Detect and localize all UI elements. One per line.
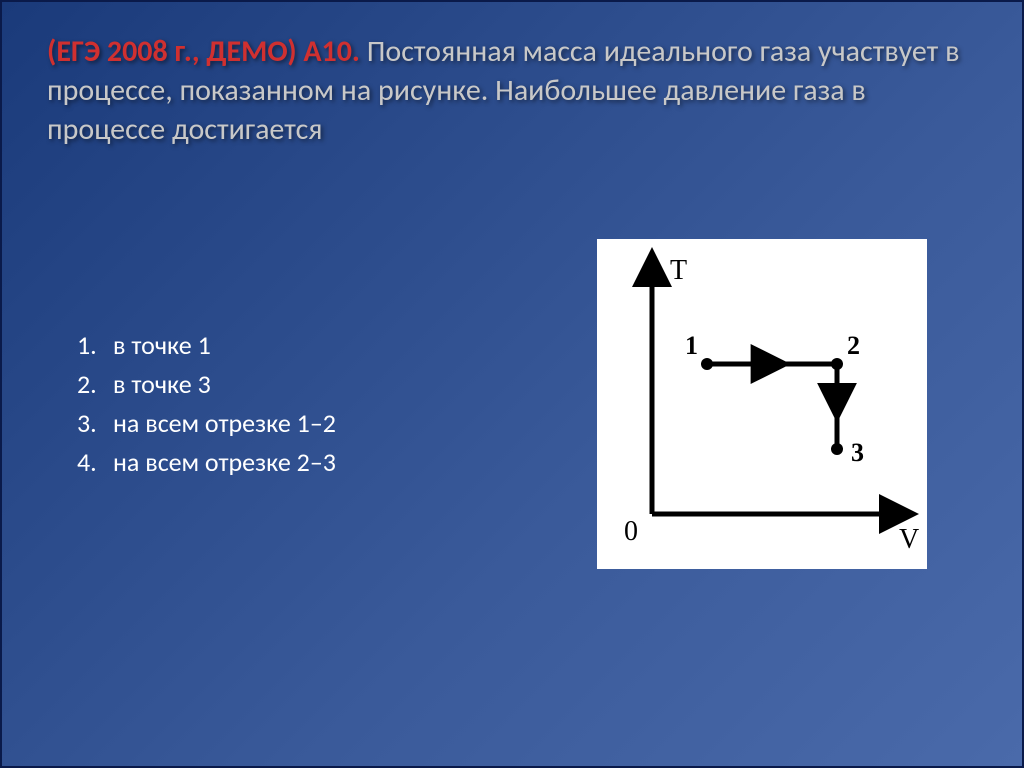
- option-number: 2.: [77, 365, 113, 404]
- tv-graph: T V 0 1 2 3: [597, 239, 927, 569]
- option-text: в точке 1: [113, 326, 211, 365]
- option-text: в точке 3: [113, 365, 211, 404]
- slide: (ЕГЭ 2008 г., ДЕМО) А10. Постоянная масс…: [2, 2, 1022, 766]
- svg-text:3: 3: [851, 438, 864, 467]
- answer-options: 1. в точке 1 2. в точке 3 3. на всем отр…: [77, 326, 336, 482]
- option-text: на всем отрезке 1–2: [113, 404, 336, 443]
- svg-text:V: V: [899, 524, 919, 555]
- content-row: 1. в точке 1 2. в точке 3 3. на всем отр…: [47, 239, 977, 569]
- answer-list: 1. в точке 1 2. в точке 3 3. на всем отр…: [77, 326, 336, 482]
- option-number: 1.: [77, 326, 113, 365]
- list-item: 3. на всем отрезке 1–2: [77, 404, 336, 443]
- question-title: (ЕГЭ 2008 г., ДЕМО) А10. Постоянная масс…: [47, 32, 977, 149]
- option-text: на всем отрезке 2–3: [113, 443, 336, 482]
- svg-text:1: 1: [685, 331, 698, 360]
- list-item: 4. на всем отрезке 2–3: [77, 443, 336, 482]
- graph-svg: T V 0 1 2 3: [597, 239, 927, 569]
- list-item: 2. в точке 3: [77, 365, 336, 404]
- svg-text:0: 0: [624, 516, 638, 547]
- option-number: 4.: [77, 443, 113, 482]
- svg-text:T: T: [670, 255, 687, 286]
- graph-container: T V 0 1 2 3: [597, 239, 927, 569]
- option-number: 3.: [77, 404, 113, 443]
- list-item: 1. в точке 1: [77, 326, 336, 365]
- svg-text:2: 2: [847, 331, 860, 360]
- exam-reference: (ЕГЭ 2008 г., ДЕМО) А10.: [47, 33, 360, 70]
